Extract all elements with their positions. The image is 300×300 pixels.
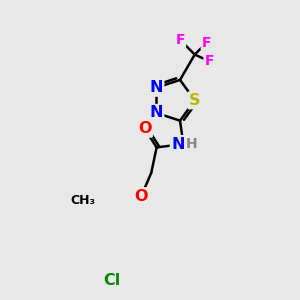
Text: O: O (134, 189, 148, 204)
Text: F: F (205, 54, 214, 68)
Text: O: O (138, 121, 151, 136)
Text: Cl: Cl (103, 273, 120, 288)
Text: F: F (202, 35, 211, 50)
Text: N: N (149, 105, 163, 120)
Text: F: F (175, 33, 185, 47)
Text: CH₃: CH₃ (70, 194, 96, 208)
Text: N: N (171, 136, 185, 152)
Text: N: N (149, 80, 163, 95)
Text: H: H (186, 137, 197, 151)
Text: S: S (189, 93, 201, 108)
